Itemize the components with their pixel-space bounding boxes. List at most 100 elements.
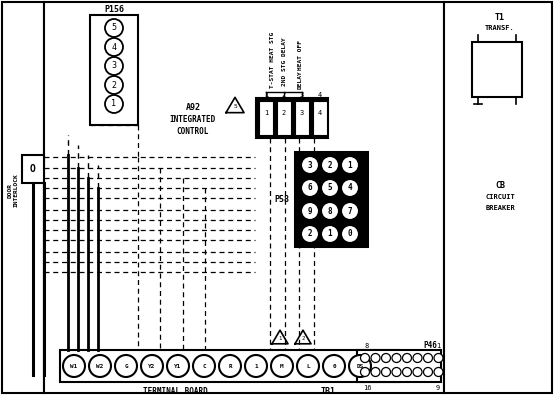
Text: O: O bbox=[30, 164, 36, 174]
Circle shape bbox=[371, 354, 380, 363]
Circle shape bbox=[423, 354, 433, 363]
Bar bbox=[22, 155, 44, 183]
Text: TB1: TB1 bbox=[321, 387, 336, 395]
Text: 9: 9 bbox=[307, 207, 312, 216]
Text: TRANSF.: TRANSF. bbox=[485, 25, 515, 31]
Text: 4: 4 bbox=[348, 184, 352, 192]
Text: Y2: Y2 bbox=[148, 363, 156, 369]
Circle shape bbox=[321, 156, 339, 174]
Text: 2: 2 bbox=[307, 229, 312, 239]
Text: 8: 8 bbox=[365, 343, 369, 349]
Circle shape bbox=[271, 355, 293, 377]
Text: 1: 1 bbox=[348, 160, 352, 169]
Text: 8: 8 bbox=[327, 207, 332, 216]
Circle shape bbox=[105, 76, 123, 94]
Bar bbox=[295, 101, 309, 135]
Text: Y1: Y1 bbox=[175, 363, 182, 369]
Circle shape bbox=[323, 355, 345, 377]
Circle shape bbox=[341, 179, 359, 197]
Text: 0: 0 bbox=[332, 363, 336, 369]
Circle shape bbox=[392, 354, 401, 363]
Text: CB: CB bbox=[495, 181, 505, 190]
Circle shape bbox=[63, 355, 85, 377]
Circle shape bbox=[141, 355, 163, 377]
Circle shape bbox=[434, 367, 443, 376]
Text: 2: 2 bbox=[282, 110, 286, 116]
Bar bbox=[44, 2, 444, 393]
Circle shape bbox=[321, 225, 339, 243]
Bar bbox=[313, 101, 327, 135]
Circle shape bbox=[413, 367, 422, 376]
Text: 3: 3 bbox=[307, 160, 312, 169]
Circle shape bbox=[361, 367, 370, 376]
Text: 3: 3 bbox=[300, 92, 304, 98]
Circle shape bbox=[403, 367, 412, 376]
Text: 9: 9 bbox=[436, 385, 440, 391]
Bar bbox=[472, 42, 522, 97]
Bar bbox=[256, 98, 328, 138]
Text: HEAT OFF: HEAT OFF bbox=[297, 40, 302, 70]
Text: R: R bbox=[228, 363, 232, 369]
Bar bbox=[90, 15, 138, 125]
Circle shape bbox=[167, 355, 189, 377]
Text: 7: 7 bbox=[348, 207, 352, 216]
Circle shape bbox=[301, 179, 319, 197]
Text: M: M bbox=[280, 363, 284, 369]
Text: DS: DS bbox=[356, 363, 363, 369]
Text: 1: 1 bbox=[327, 229, 332, 239]
Text: 1: 1 bbox=[254, 363, 258, 369]
Text: P46: P46 bbox=[423, 342, 437, 350]
Text: C: C bbox=[202, 363, 206, 369]
Text: 2: 2 bbox=[111, 81, 116, 90]
Text: 4: 4 bbox=[318, 92, 322, 98]
Bar bbox=[60, 350, 400, 382]
Circle shape bbox=[193, 355, 215, 377]
Bar bbox=[259, 101, 273, 135]
Circle shape bbox=[245, 355, 267, 377]
Circle shape bbox=[105, 95, 123, 113]
Circle shape bbox=[89, 355, 111, 377]
Text: L: L bbox=[306, 363, 310, 369]
Text: BREAKER: BREAKER bbox=[485, 205, 515, 211]
Text: 2ND STG DELAY: 2ND STG DELAY bbox=[283, 38, 288, 87]
Text: CIRCUIT: CIRCUIT bbox=[485, 194, 515, 200]
Text: 3: 3 bbox=[111, 62, 116, 70]
Bar bbox=[357, 350, 441, 382]
Text: P156: P156 bbox=[104, 6, 124, 15]
Text: 16: 16 bbox=[363, 385, 371, 391]
Text: 0: 0 bbox=[348, 229, 352, 239]
Text: DOOR
INTERLOCK: DOOR INTERLOCK bbox=[8, 173, 18, 207]
Text: 5: 5 bbox=[233, 105, 237, 109]
Text: 1: 1 bbox=[278, 335, 281, 340]
Text: T1: T1 bbox=[495, 13, 505, 23]
Circle shape bbox=[413, 354, 422, 363]
Text: 4: 4 bbox=[318, 110, 322, 116]
Text: 2: 2 bbox=[327, 160, 332, 169]
Circle shape bbox=[341, 156, 359, 174]
Bar bbox=[2, 2, 44, 393]
Circle shape bbox=[434, 354, 443, 363]
Circle shape bbox=[423, 367, 433, 376]
Circle shape bbox=[301, 156, 319, 174]
Circle shape bbox=[219, 355, 241, 377]
Circle shape bbox=[301, 225, 319, 243]
Circle shape bbox=[392, 367, 401, 376]
Text: 1: 1 bbox=[111, 100, 116, 109]
Bar bbox=[444, 2, 552, 393]
Text: 1: 1 bbox=[436, 343, 440, 349]
Circle shape bbox=[341, 202, 359, 220]
Text: W1: W1 bbox=[70, 363, 78, 369]
Circle shape bbox=[321, 179, 339, 197]
Circle shape bbox=[115, 355, 137, 377]
Text: DELAY: DELAY bbox=[297, 71, 302, 89]
Circle shape bbox=[105, 57, 123, 75]
Circle shape bbox=[349, 355, 371, 377]
Text: G: G bbox=[124, 363, 128, 369]
Text: INTEGRATED: INTEGRATED bbox=[170, 115, 216, 124]
Text: 4: 4 bbox=[111, 43, 116, 51]
Circle shape bbox=[301, 202, 319, 220]
Text: 5: 5 bbox=[327, 184, 332, 192]
Text: P58: P58 bbox=[274, 194, 290, 203]
Text: CONTROL: CONTROL bbox=[177, 126, 209, 135]
Circle shape bbox=[403, 354, 412, 363]
